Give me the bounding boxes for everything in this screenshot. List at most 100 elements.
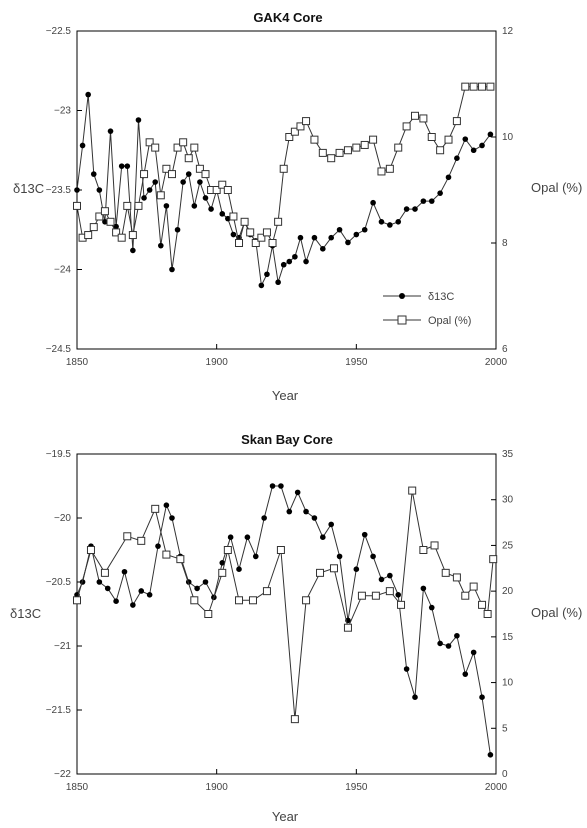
data-point-d13c — [163, 502, 170, 509]
data-point-d13c — [412, 694, 418, 700]
data-point-opal — [86, 546, 95, 554]
y-axis-left-label: δ13C — [10, 606, 41, 621]
data-point-d13c — [420, 585, 427, 592]
data-point-opal — [262, 587, 271, 596]
x-tick-label: 2000 — [485, 357, 508, 368]
data-point-d13c — [378, 576, 385, 583]
y-left-tick-label: −21 — [54, 641, 71, 652]
data-point-d13c — [146, 592, 153, 598]
series-layer — [73, 82, 495, 289]
data-point-d13c — [118, 163, 125, 169]
y-left-tick-label: −24.5 — [46, 344, 72, 355]
data-point-d13c — [370, 199, 376, 206]
data-point-d13c — [445, 174, 452, 181]
data-point-opal — [329, 564, 338, 573]
data-point-d13c — [194, 585, 200, 592]
series-line-d13c — [76, 485, 491, 755]
chart-title: GAK4 Core — [253, 10, 322, 25]
data-point-opal — [89, 223, 98, 232]
data-point-opal — [73, 201, 81, 210]
y-left-tick-label: −23 — [54, 106, 71, 117]
data-point-opal — [246, 228, 255, 237]
data-point-opal — [369, 135, 378, 144]
data-point-d13c — [124, 163, 131, 169]
data-point-d13c — [74, 187, 80, 193]
legend-label-opal: Opal (%) — [428, 315, 471, 327]
x-axis-label: Year — [272, 809, 299, 824]
data-point-d13c — [303, 508, 309, 515]
data-point-d13c — [202, 579, 209, 585]
data-point-opal — [274, 217, 283, 226]
data-point-d13c — [280, 261, 287, 268]
data-point-d13c — [479, 142, 485, 149]
y-axis-right-label: Opal (%) — [531, 180, 582, 195]
x-tick-label: 1950 — [345, 782, 368, 793]
data-point-opal — [427, 133, 436, 141]
axis-ticks: 1850 1900 1950 2000 −19.5 −20 −20.5 −21 −21.5 −22… — [46, 449, 514, 793]
chart-gak4: GAK4 Core Year δ13C Opal (%) 1850 1900 195… — [13, 10, 582, 403]
data-point-d13c — [294, 489, 301, 496]
y-left-tick-label: −21.5 — [46, 705, 72, 716]
data-point-d13c — [227, 534, 234, 540]
y-right-tick-label: 5 — [502, 723, 508, 734]
data-point-d13c — [269, 483, 276, 489]
data-point-opal — [394, 143, 403, 152]
data-point-opal — [212, 186, 221, 194]
x-tick-label: 1850 — [66, 357, 89, 368]
data-point-opal — [352, 143, 361, 152]
data-point-d13c — [361, 226, 368, 233]
data-point-d13c — [79, 142, 86, 149]
y-right-tick-label: 10 — [502, 132, 514, 143]
data-point-opal — [100, 568, 109, 577]
data-point-opal — [123, 532, 132, 541]
data-point-d13c — [479, 694, 485, 700]
data-point-d13c — [169, 266, 175, 273]
data-point-opal — [436, 146, 445, 155]
data-point-d13c — [96, 187, 103, 193]
data-point-opal — [190, 596, 199, 605]
data-point-d13c — [428, 604, 435, 611]
data-point-d13c — [353, 231, 360, 238]
data-point-d13c — [292, 253, 298, 260]
data-point-opal — [201, 170, 210, 179]
data-point-opal — [235, 596, 244, 605]
data-point-opal — [461, 591, 470, 600]
data-point-opal — [385, 164, 394, 173]
data-point-opal — [419, 546, 428, 554]
data-point-opal — [268, 239, 277, 247]
data-point-d13c — [278, 483, 284, 489]
data-point-opal — [397, 600, 406, 609]
data-point-opal — [195, 164, 204, 173]
data-point-opal — [145, 138, 154, 147]
data-point-d13c — [138, 588, 145, 594]
data-point-opal — [486, 82, 495, 91]
legend-marker-opal — [397, 315, 407, 325]
data-point-d13c — [163, 203, 170, 209]
y-left-tick-label: −24 — [54, 265, 71, 276]
data-point-d13c — [403, 206, 410, 212]
data-point-opal — [360, 140, 369, 149]
data-point-d13c — [261, 515, 267, 521]
data-point-d13c — [286, 508, 293, 515]
data-point-opal — [223, 546, 232, 554]
data-point-opal — [343, 146, 352, 155]
y-right-tick-label: 10 — [502, 678, 514, 689]
axis-ticks: 1850 1900 1950 2000 −22.5 −23 −23.5 −24 −24.5 12 1… — [46, 26, 514, 368]
data-point-d13c — [320, 246, 326, 252]
legend: δ13C Opal (%) — [374, 280, 489, 335]
data-point-d13c — [387, 572, 393, 579]
data-point-d13c — [155, 543, 161, 549]
data-point-d13c — [107, 128, 114, 134]
data-point-d13c — [130, 602, 136, 608]
data-point-opal — [151, 143, 160, 152]
data-point-d13c — [275, 279, 281, 286]
data-point-opal — [151, 504, 160, 513]
legend-background — [374, 280, 489, 335]
data-point-opal — [316, 568, 325, 577]
data-point-d13c — [252, 553, 259, 560]
data-point-opal — [444, 135, 453, 144]
data-point-d13c — [208, 206, 214, 212]
chart-skan-bay: Skan Bay Core Year δ13C Opal (%) 1850 190… — [10, 432, 582, 824]
data-point-opal — [357, 591, 366, 600]
data-point-d13c — [328, 234, 334, 241]
